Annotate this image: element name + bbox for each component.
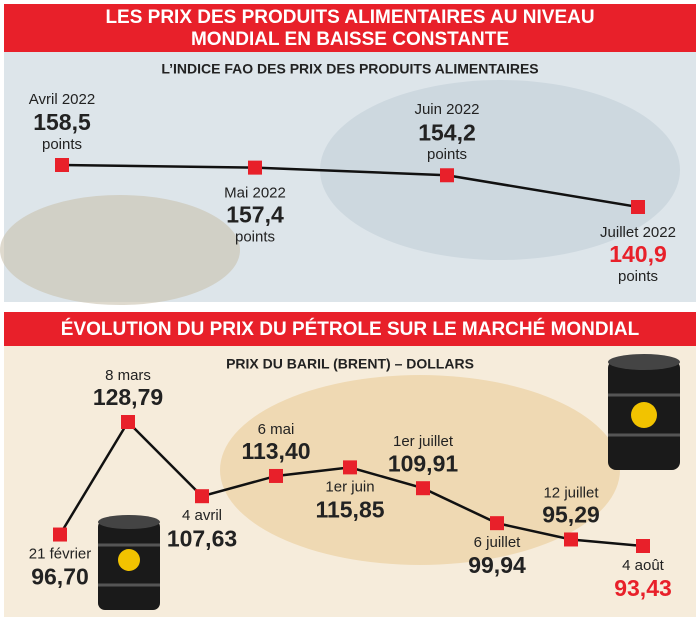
marker bbox=[416, 481, 430, 496]
category-label: 1er juillet bbox=[393, 433, 454, 450]
marker bbox=[248, 160, 262, 175]
category-label: Juillet 2022 bbox=[600, 224, 676, 241]
value-label: 115,85 bbox=[315, 496, 384, 522]
value-label: 113,40 bbox=[241, 438, 310, 464]
category-label: 1er juin bbox=[325, 478, 374, 495]
chart-subtitle: PRIX DU BARIL (BRENT) – DOLLARS bbox=[226, 356, 474, 372]
category-label: 6 mai bbox=[258, 421, 295, 438]
marker bbox=[564, 532, 578, 547]
map-decoration bbox=[220, 375, 620, 565]
marker bbox=[269, 468, 283, 483]
value-label: 99,94 bbox=[468, 552, 526, 578]
barrel-icon bbox=[98, 515, 160, 610]
value-label: 157,4 bbox=[226, 202, 284, 228]
category-label: 21 février bbox=[29, 546, 92, 563]
barrel-icon bbox=[608, 354, 680, 470]
banner-food bbox=[4, 4, 696, 52]
marker bbox=[53, 527, 67, 542]
marker bbox=[631, 200, 645, 214]
marker bbox=[440, 168, 454, 183]
value-label: 96,70 bbox=[31, 564, 89, 590]
price-line bbox=[61, 163, 639, 209]
category-label: Mai 2022 bbox=[224, 185, 286, 202]
marker bbox=[195, 489, 209, 504]
value-label: 93,43 bbox=[614, 575, 672, 601]
category-label: 4 août bbox=[622, 557, 665, 574]
map-decoration bbox=[320, 80, 680, 260]
value-label: 95,29 bbox=[542, 502, 600, 528]
marker bbox=[636, 539, 650, 553]
marker bbox=[121, 415, 135, 429]
banner-oil bbox=[4, 312, 696, 346]
category-label: 12 juillet bbox=[543, 484, 599, 501]
unit-label: points bbox=[618, 268, 658, 285]
value-label: 154,2 bbox=[418, 119, 476, 145]
value-label: 140,9 bbox=[609, 241, 667, 267]
category-label: Avril 2022 bbox=[29, 91, 95, 108]
marker bbox=[343, 460, 357, 475]
unit-label: points bbox=[235, 229, 275, 246]
marker bbox=[55, 158, 69, 172]
marker bbox=[490, 516, 504, 531]
category-label: Juin 2022 bbox=[414, 101, 479, 118]
unit-label: points bbox=[42, 136, 82, 153]
category-label: 8 mars bbox=[105, 367, 151, 384]
value-label: 158,5 bbox=[33, 109, 91, 135]
chart-subtitle: L’INDICE FAO DES PRIX DES PRODUITS ALIME… bbox=[161, 61, 538, 77]
category-label: 4 avril bbox=[182, 507, 222, 524]
value-label: 128,79 bbox=[93, 384, 163, 410]
plate-decoration bbox=[0, 195, 240, 305]
category-label: 6 juillet bbox=[474, 534, 522, 551]
value-label: 107,63 bbox=[167, 525, 237, 551]
chart-title: ÉVOLUTION DU PRIX DU PÉTROLE SUR LE MARC… bbox=[61, 318, 640, 340]
unit-label: points bbox=[427, 146, 467, 163]
chart-title: LES PRIX DES PRODUITS ALIMENTAIRES AU NI… bbox=[105, 7, 594, 50]
value-label: 109,91 bbox=[388, 450, 459, 476]
